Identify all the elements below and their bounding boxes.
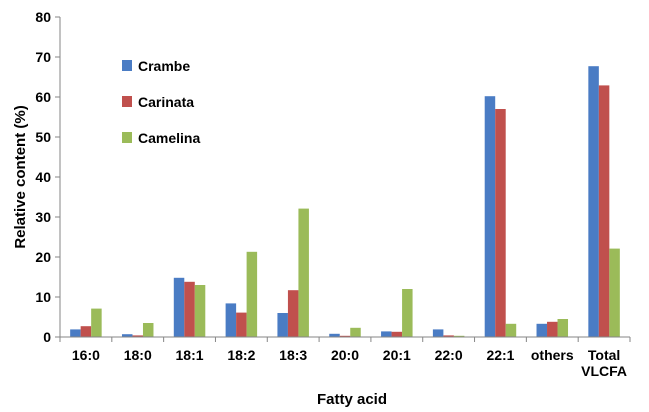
- y-tick-label: 20: [35, 249, 51, 265]
- legend-label-crambe: Crambe: [138, 58, 190, 74]
- x-tick-label-18-2: 18:2: [227, 347, 255, 363]
- bar-crambe-22-0: [432, 329, 444, 337]
- bar-camelina-16-0: [91, 308, 102, 337]
- bar-camelina-22-0: [453, 335, 465, 337]
- bar-crambe-20-1: [381, 331, 392, 337]
- legend-label-camelina: Camelina: [138, 130, 200, 146]
- bar-carinata-22-1: [495, 109, 506, 337]
- y-tick-label: 30: [35, 209, 51, 225]
- y-tick-label: 70: [35, 49, 51, 65]
- bar-crambe-total-vlcfa: [588, 66, 599, 337]
- bar-carinata-total-vlcfa: [598, 85, 610, 338]
- legend-item-camelina: Camelina: [122, 130, 200, 146]
- bar-camelina-18-3: [298, 208, 309, 337]
- legend-swatch-crambe: [122, 60, 132, 71]
- bar-crambe-18-3: [277, 313, 288, 337]
- bar-camelina-20-1: [402, 289, 413, 337]
- bar-camelina-20-0: [350, 327, 361, 337]
- bar-camelina-22-1: [505, 323, 517, 337]
- y-tick-label: 80: [35, 9, 51, 25]
- x-tick-label-20-1: 20:1: [383, 347, 411, 363]
- bar-camelina-18-1: [194, 285, 206, 337]
- legend: Crambe Carinata Camelina: [122, 58, 200, 146]
- bar-carinata-18-1: [184, 281, 195, 337]
- x-tick-label-16-0: 16:0: [72, 347, 100, 363]
- bar-carinata-18-0: [132, 335, 143, 337]
- bar-carinata-18-2: [236, 312, 247, 337]
- x-tick-label-total-vlcfa: Total VLCFA: [581, 347, 627, 379]
- bar-camelina-others: [557, 319, 569, 337]
- bar-crambe-20-0: [329, 333, 340, 337]
- bar-crambe-16-0: [70, 329, 81, 337]
- y-tick-label: 10: [35, 289, 51, 305]
- bar-carinata-18-3: [287, 290, 299, 337]
- bar-carinata-20-0: [339, 335, 351, 337]
- axes-layer: 0 10 20 30 40 50 60 70 80 16:0 18:0 18:1 18:2 18:3 20:…: [35, 9, 631, 379]
- bar-crambe-18-0: [121, 334, 133, 337]
- bar-crambe-22-1: [484, 96, 496, 337]
- y-tick-label: 40: [35, 169, 51, 185]
- bar-crambe-18-2: [225, 303, 237, 337]
- x-tick-label-others: others: [531, 347, 574, 363]
- x-tick-label-18-3: 18:3: [279, 347, 307, 363]
- x-axis-title: Fatty acid: [317, 391, 387, 408]
- bar-carinata-22-0: [443, 335, 454, 337]
- legend-swatch-camelina: [122, 132, 132, 143]
- bar-carinata-16-0: [80, 326, 92, 337]
- y-axis-title: Relative content (%): [12, 105, 29, 248]
- x-tick-label-18-0: 18:0: [124, 347, 152, 363]
- bars-layer: [70, 66, 620, 338]
- bar-crambe-18-1: [173, 277, 185, 337]
- bar-crambe-others: [536, 323, 548, 337]
- x-tick-label-22-1: 22:1: [486, 347, 514, 363]
- bar-carinata-20-1: [391, 331, 403, 337]
- x-tick-label-18-1: 18:1: [176, 347, 204, 363]
- bar-carinata-others: [547, 321, 558, 337]
- x-tick-label-22-0: 22:0: [435, 347, 463, 363]
- y-tick-label: 60: [35, 89, 51, 105]
- legend-item-carinata: Carinata: [122, 94, 194, 110]
- bar-camelina-18-0: [142, 323, 154, 337]
- legend-label-carinata: Carinata: [138, 94, 194, 110]
- legend-item-crambe: Crambe: [122, 58, 190, 74]
- y-tick-label: 50: [35, 129, 51, 145]
- y-tick-label: 0: [43, 329, 51, 345]
- x-tick-label-20-0: 20:0: [331, 347, 359, 363]
- bar-camelina-total-vlcfa: [609, 248, 620, 337]
- legend-swatch-carinata: [122, 96, 132, 107]
- bar-camelina-18-2: [246, 251, 258, 337]
